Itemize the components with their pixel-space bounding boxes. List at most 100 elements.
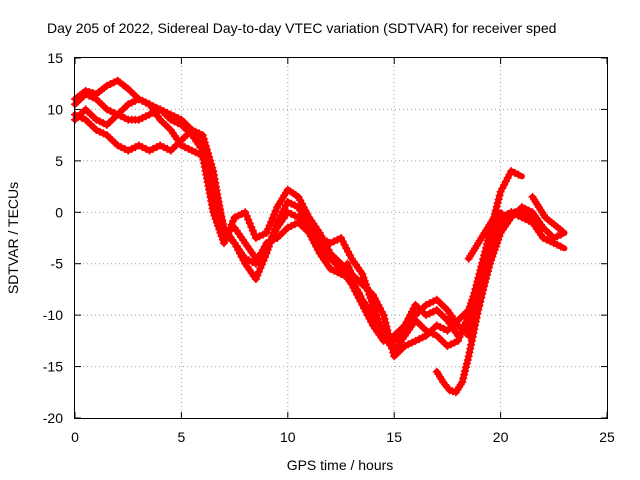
data-point-marker	[95, 117, 104, 126]
data-point-marker	[542, 235, 551, 244]
data-point-marker	[230, 213, 239, 222]
data-point-marker	[326, 264, 335, 273]
data-point-marker	[218, 216, 227, 224]
data-point-marker	[483, 259, 492, 268]
data-point-marker	[319, 235, 328, 244]
x-tick-label: 0	[71, 429, 79, 445]
data-point-marker	[549, 239, 558, 248]
data-point-marker	[374, 321, 383, 330]
data-point-marker	[287, 222, 296, 230]
data-point-marker	[514, 211, 523, 220]
data-point-marker	[503, 210, 512, 218]
data-point-marker	[191, 148, 200, 157]
data-point-marker	[514, 170, 523, 179]
x-tick-label: 20	[493, 429, 509, 445]
data-point-marker	[258, 230, 267, 239]
data-point-marker	[149, 144, 158, 153]
data-point-marker	[446, 340, 455, 349]
data-point-marker	[212, 218, 221, 227]
data-point-marker	[102, 81, 111, 90]
data-point-marker	[439, 324, 448, 333]
data-point-marker	[382, 322, 391, 331]
data-point-marker	[481, 271, 490, 280]
series-trace-7	[528, 192, 568, 236]
data-point-marker	[124, 100, 133, 109]
data-point-marker	[138, 114, 147, 122]
data-point-marker	[372, 318, 381, 326]
data-point-marker	[385, 333, 394, 342]
data-point-marker	[92, 115, 101, 124]
data-point-marker	[131, 96, 140, 105]
data-point-marker	[264, 225, 273, 234]
data-point-marker	[224, 228, 233, 237]
data-point-marker	[120, 114, 129, 122]
data-point-marker	[429, 307, 438, 316]
data-point-marker	[184, 144, 193, 153]
data-point-marker	[468, 295, 477, 304]
data-point-marker	[475, 298, 484, 307]
plot-frame	[74, 57, 608, 419]
data-point-marker	[254, 267, 263, 276]
data-point-marker	[463, 355, 472, 364]
data-point-marker	[462, 359, 471, 368]
data-point-marker	[553, 240, 562, 249]
data-point-marker	[495, 221, 504, 230]
data-point-marker	[510, 210, 519, 218]
data-point-marker	[141, 144, 150, 153]
data-point-marker	[245, 219, 254, 228]
data-point-marker	[556, 242, 565, 251]
data-point-marker	[432, 321, 441, 330]
data-point-marker	[517, 203, 526, 212]
data-point-marker	[283, 223, 292, 232]
data-point-marker	[265, 221, 274, 230]
data-point-marker	[461, 366, 470, 375]
series-trace-8	[343, 259, 364, 298]
data-point-marker	[290, 201, 299, 210]
data-point-marker	[386, 337, 395, 346]
data-point-marker	[299, 203, 308, 212]
data-point-marker	[215, 204, 224, 213]
data-point-marker	[505, 170, 514, 179]
data-point-marker	[209, 208, 218, 217]
data-point-marker	[407, 307, 416, 316]
data-point-marker	[458, 378, 467, 386]
data-point-marker	[248, 226, 257, 235]
data-point-marker	[262, 228, 271, 237]
data-point-marker	[389, 348, 398, 357]
data-point-marker	[297, 199, 306, 208]
data-point-marker	[251, 259, 260, 268]
data-point-marker	[377, 307, 386, 316]
data-point-marker	[237, 210, 246, 218]
data-point-marker	[227, 220, 236, 229]
data-point-marker	[262, 239, 271, 248]
data-point-marker	[558, 227, 567, 236]
data-point-marker	[242, 211, 251, 220]
data-point-marker	[475, 302, 484, 311]
data-point-marker	[138, 96, 147, 105]
data-point-marker	[477, 290, 486, 299]
data-point-marker	[469, 292, 478, 301]
data-point-marker	[468, 333, 477, 341]
data-point-marker	[464, 352, 473, 361]
series-trace-6	[464, 209, 504, 263]
data-point-marker	[329, 266, 338, 275]
data-point-marker	[469, 329, 478, 338]
data-point-marker	[166, 115, 175, 124]
data-point-marker	[301, 206, 310, 215]
data-point-marker	[553, 232, 562, 241]
data-point-marker	[422, 300, 431, 309]
data-point-marker	[290, 220, 299, 229]
data-point-marker	[180, 143, 189, 152]
data-point-marker	[200, 143, 209, 152]
data-point-marker	[500, 180, 509, 189]
data-point-marker	[354, 288, 363, 296]
data-point-marker	[537, 220, 546, 229]
data-point-marker	[283, 208, 292, 217]
data-point-marker	[471, 317, 480, 326]
data-point-marker	[539, 234, 548, 242]
data-point-marker	[524, 216, 533, 225]
data-point-marker	[305, 228, 314, 237]
y-tick-label: -20	[43, 410, 63, 426]
data-point-marker	[524, 206, 533, 215]
data-point-marker	[460, 370, 469, 379]
